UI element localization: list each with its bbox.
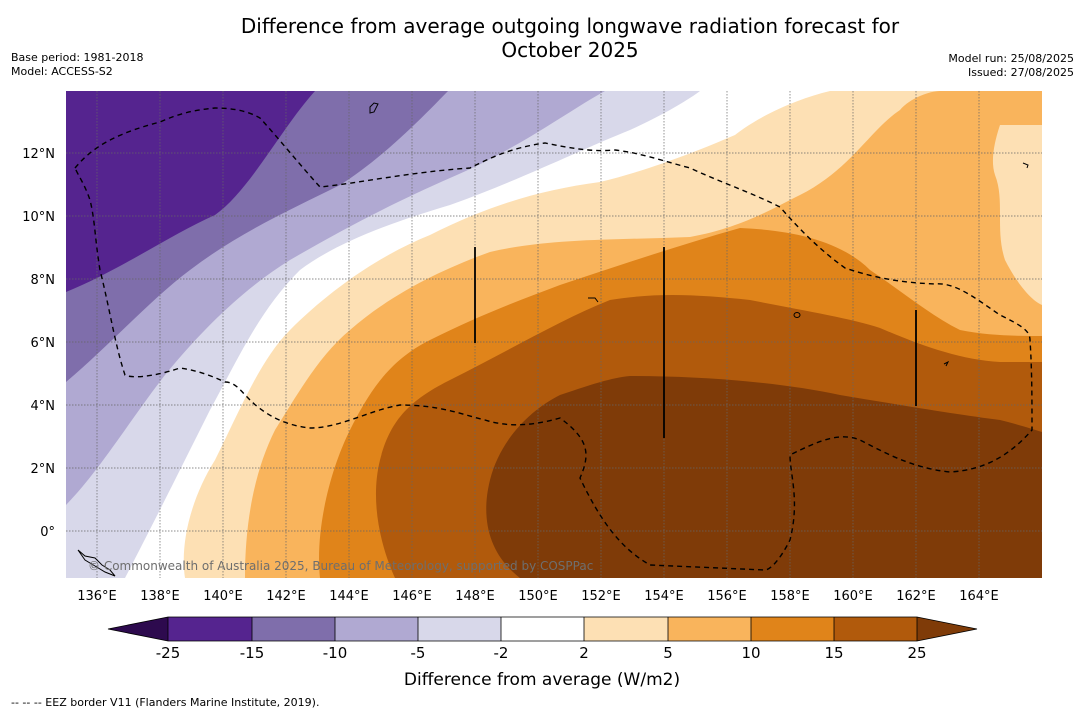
colorbar-segment: [418, 617, 501, 641]
lon-label: 154°E: [644, 589, 684, 604]
colorbar-segment: [335, 617, 418, 641]
colorbar-segment: [168, 617, 252, 641]
colorbar-segment: [668, 617, 751, 641]
lat-label: 4°N: [31, 399, 56, 414]
meta-right: Model run: 25/08/2025 Issued: 27/08/2025: [948, 52, 1074, 80]
lat-axis-labels: 12°N 10°N 8°N 6°N 4°N 2°N 0°: [22, 147, 55, 540]
lon-label: 150°E: [518, 589, 558, 604]
band-2-to-5-east: [992, 125, 1042, 305]
sample-lines: [474, 247, 917, 438]
map-title: Difference from average outgoing longwav…: [0, 14, 1085, 62]
lon-label: 152°E: [581, 589, 621, 604]
colorbar-extend-low: [108, 617, 168, 641]
copyright-notice: © Commonwealth of Australia 2025, Bureau…: [88, 559, 593, 573]
island-outline: [943, 360, 950, 367]
colorbar-dividers: [107, 616, 978, 642]
islands: [77, 102, 1029, 577]
colorbar-segment: [501, 617, 584, 641]
issued-date: Issued: 27/08/2025: [967, 66, 1074, 79]
lat-label: 12°N: [22, 147, 55, 162]
colorbar-title: Difference from average (W/m2): [404, 670, 680, 690]
lat-label: 2°N: [31, 462, 56, 477]
forecast-anomaly-field: [66, 91, 1042, 578]
colorbar-tick: -2: [494, 644, 509, 662]
lon-label: 136°E: [77, 589, 117, 604]
colorbar-tick: -5: [411, 644, 426, 662]
colorbar-tick: -10: [323, 644, 348, 662]
colorbar-tick: 5: [663, 644, 673, 662]
lon-label: 160°E: [833, 589, 873, 604]
colorbar-tick: 15: [824, 644, 843, 662]
lon-label: 158°E: [770, 589, 810, 604]
title-line-1: Difference from average outgoing longwav…: [240, 14, 900, 38]
colorbar: -25 -15 -10 -5 -2 2 5 10 15 25 Differenc…: [107, 616, 978, 690]
title-line-2: October 2025: [501, 38, 639, 62]
meta-left: Base period: 1981-2018 Model: ACCESS-S2: [11, 51, 143, 79]
lon-label: 142°E: [266, 589, 306, 604]
lat-label: 0°: [40, 525, 55, 540]
lon-label: 148°E: [455, 589, 495, 604]
lon-label: 156°E: [707, 589, 747, 604]
island-outline: [793, 312, 801, 318]
colorbar-segment: [584, 617, 668, 641]
model-name: Model: ACCESS-S2: [11, 65, 113, 78]
model-run: Model run: 25/08/2025: [948, 52, 1074, 65]
island-outline: [77, 549, 116, 577]
colorbar-tick: 25: [907, 644, 926, 662]
lon-label: 162°E: [896, 589, 936, 604]
colorbar-tick: 2: [579, 644, 589, 662]
colorbar-segment: [834, 617, 917, 641]
colorbar-tick: -25: [156, 644, 181, 662]
colorbar-segment: [751, 617, 834, 641]
lon-label: 146°E: [392, 589, 432, 604]
base-period: Base period: 1981-2018: [11, 51, 144, 64]
lat-label: 6°N: [31, 336, 56, 351]
colorbar-segment: [252, 617, 335, 641]
lat-label: 8°N: [31, 273, 56, 288]
lat-label: 10°N: [22, 210, 55, 225]
colorbar-extend-high: [917, 617, 977, 641]
lon-label: 144°E: [329, 589, 369, 604]
colorbar-tick: 10: [741, 644, 760, 662]
graticule: [66, 91, 1042, 578]
colorbar-tick: -15: [240, 644, 265, 662]
lon-axis-labels: 136°E 138°E 140°E 142°E 144°E 146°E 148°…: [77, 589, 999, 604]
eez-border: [74, 107, 1033, 571]
lon-label: 138°E: [140, 589, 180, 604]
island-outline: [1022, 162, 1029, 169]
band-above-25: [486, 376, 1042, 578]
lon-label: 164°E: [959, 589, 999, 604]
lon-label: 140°E: [203, 589, 243, 604]
island-outline: [588, 297, 599, 303]
eez-footnote: -- -- -- EEZ border V11 (Flanders Marine…: [11, 696, 320, 709]
island-outline: [369, 102, 379, 114]
